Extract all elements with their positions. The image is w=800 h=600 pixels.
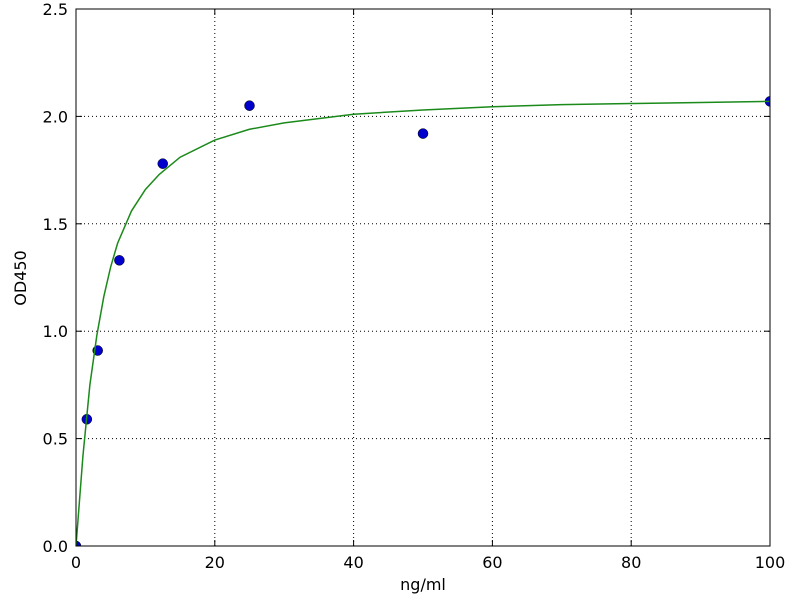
x-tick-label: 40 (343, 553, 363, 572)
y-tick-label: 0.0 (43, 537, 68, 556)
x-axis-label: ng/ml (400, 575, 446, 594)
y-tick-label: 1.0 (43, 322, 68, 341)
data-point (157, 158, 168, 169)
x-tick-label: 100 (755, 553, 786, 572)
x-tick-label: 60 (482, 553, 502, 572)
y-tick-label: 0.5 (43, 430, 68, 449)
y-tick-label: 2.5 (43, 0, 68, 19)
x-tick-label: 20 (205, 553, 225, 572)
data-point (417, 128, 429, 139)
data-point (76, 540, 82, 546)
y-tick-label: 2.0 (43, 107, 68, 126)
x-tick-label: 80 (621, 553, 641, 572)
plot-frame (75, 8, 771, 547)
data-point (114, 255, 125, 266)
x-tick-label: 0 (71, 553, 81, 572)
fit-curve (76, 100, 770, 546)
y-tick-label: 1.5 (43, 215, 68, 234)
y-axis-label: OD450 (11, 250, 30, 305)
data-point (244, 100, 255, 111)
